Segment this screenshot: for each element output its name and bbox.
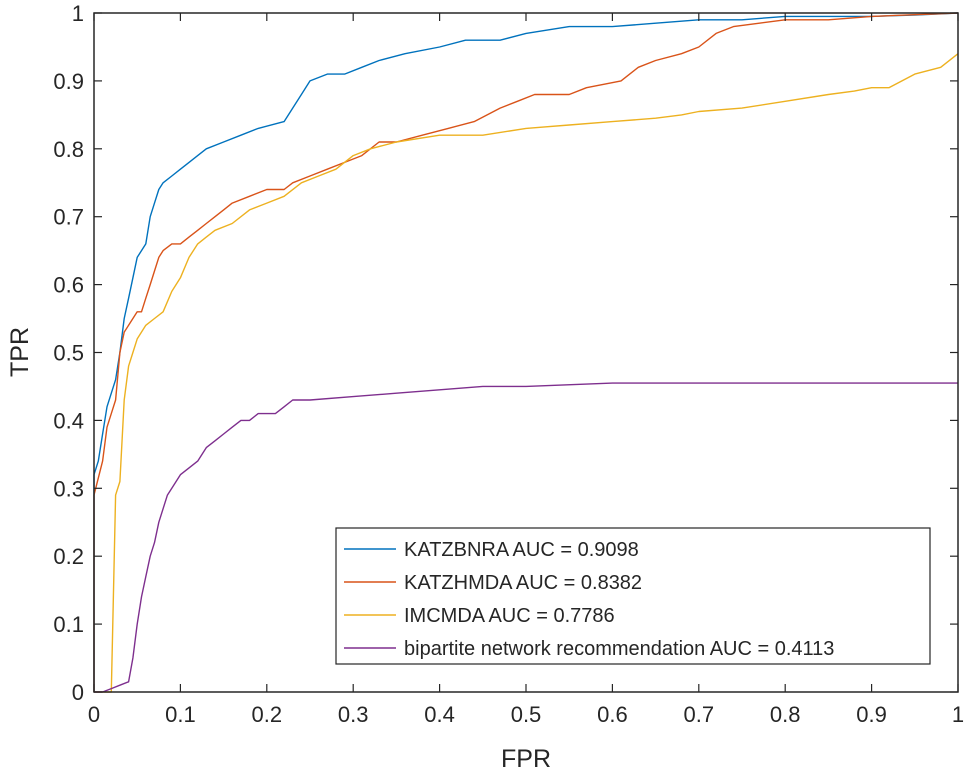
x-tick-label: 0.2 [252, 702, 283, 727]
x-tick-label: 0.7 [684, 702, 715, 727]
y-tick-label: 0.3 [53, 476, 84, 501]
series-layer [93, 12, 959, 693]
x-tick-label: 0.5 [511, 702, 542, 727]
y-tick-label: 0.4 [53, 408, 84, 433]
legend-box [335, 527, 931, 665]
series-line-3 [94, 53, 959, 693]
legend-label-1: KATZBNRA AUC = 0.9098 [404, 539, 639, 561]
y-tick-label: 0.6 [53, 273, 84, 298]
y-tick-label: 0.1 [53, 612, 84, 637]
x-tick-label: 0.6 [597, 702, 628, 727]
x-tick-label: 1 [952, 702, 964, 727]
x-tick-label: 0.1 [165, 702, 196, 727]
y-tick-label: 0.2 [53, 544, 84, 569]
y-tick-label: 0.8 [53, 137, 84, 162]
y-tick-label: 1 [72, 1, 84, 26]
legend-entries: KATZBNRA AUC = 0.9098 KATZHMDA AUC = 0.83… [344, 539, 834, 660]
tick-layer: 0 0.1 0.2 0.3 0.4 0.5 0.6 0.7 0.8 0.9 1 0 0.1 0.2 0.3 0… [53, 1, 964, 727]
y-tick-label: 0.5 [53, 341, 84, 366]
x-tick-label: 0.4 [424, 702, 455, 727]
x-tick-label: 0.8 [770, 702, 801, 727]
legend-label-2: KATZHMDA AUC = 0.8382 [404, 572, 642, 594]
series-line-1 [93, 12, 959, 692]
x-axis-title: FPR [501, 745, 551, 773]
y-tick-label: 0.7 [53, 205, 84, 230]
legend-label-4: bipartite network recommendation AUC = 0… [404, 638, 834, 660]
series-line-2 [93, 12, 959, 692]
x-tick-label: 0.3 [338, 702, 369, 727]
series-line-4 [94, 382, 958, 693]
y-axis-title: TPR [6, 327, 34, 377]
legend: KATZBNRA AUC = 0.9098 KATZHMDA AUC = 0.83… [335, 527, 931, 665]
x-tick-label: 0.9 [856, 702, 887, 727]
x-tick-label: 0 [88, 702, 100, 727]
legend-label-3: IMCMDA AUC = 0.7786 [404, 605, 615, 627]
y-tick-label: 0 [72, 680, 84, 705]
y-tick-label: 0.9 [53, 69, 84, 94]
